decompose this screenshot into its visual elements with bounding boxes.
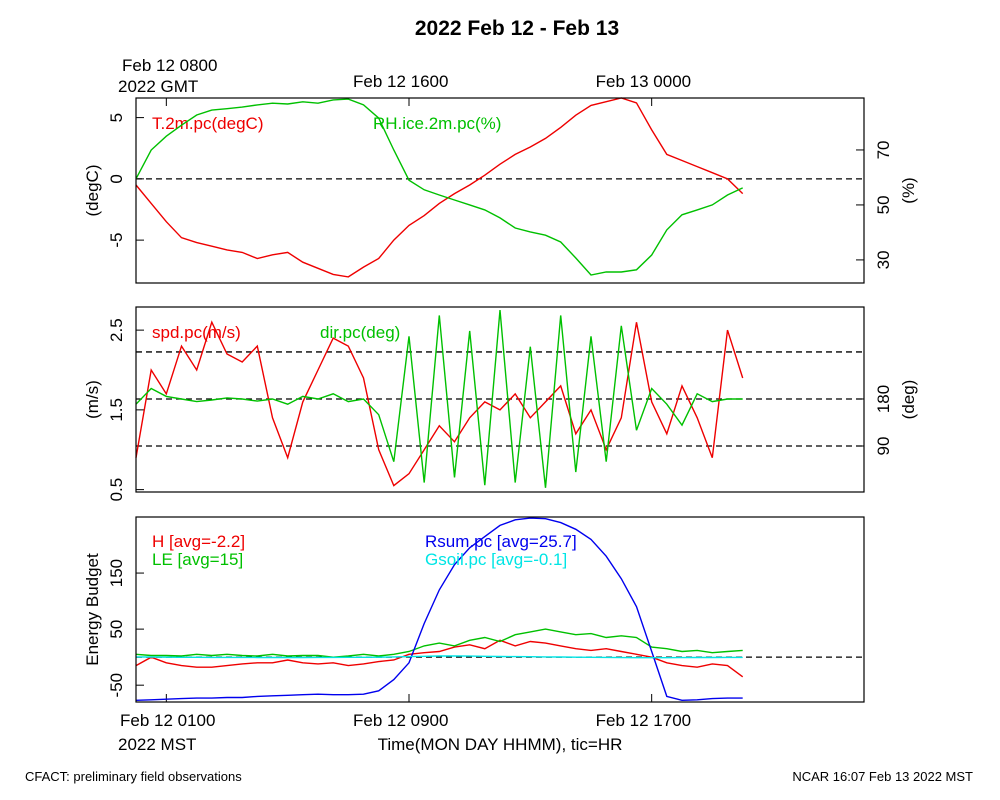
series-line: [135, 310, 743, 488]
y-axis-label: (degC): [83, 165, 102, 217]
y2-tick-label: 50: [874, 195, 893, 214]
legend-label: Gsoil.pc [avg=-0.1]: [425, 550, 567, 569]
figure-title: 2022 Feb 12 - Feb 13: [415, 17, 619, 40]
y2-axis-label: (deg): [899, 380, 918, 420]
y-tick-label: 0: [107, 174, 126, 183]
y-tick-label: -5: [107, 233, 126, 248]
y2-tick-label: 30: [874, 250, 893, 269]
x2-sublabel: 2022 GMT: [118, 77, 198, 96]
y2-axis-label: (%): [899, 177, 918, 203]
series-line: [135, 97, 744, 278]
series-line: [135, 517, 743, 702]
x-sublabel: 2022 MST: [118, 735, 196, 754]
y-tick-label: 1.5: [107, 398, 126, 422]
legend-label: H [avg=-2.2]: [152, 532, 245, 551]
y-tick-label: 150: [107, 559, 126, 587]
series-line: [135, 628, 743, 658]
series-line: [135, 639, 744, 678]
legend-label: Rsum.pc [avg=25.7]: [425, 532, 577, 551]
x2-tick-label: Feb 13 0000: [596, 72, 691, 91]
y-tick-label: 5: [107, 113, 126, 122]
y-tick-label: 50: [107, 620, 126, 639]
y-tick-label: 2.5: [107, 318, 126, 342]
x-axis-label: Time(MON DAY HHMM), tic=HR: [378, 735, 623, 754]
footer-left: CFACT: preliminary field observations: [25, 769, 242, 784]
y-axis-label: (m/s): [83, 380, 102, 419]
plot-frame: [135, 306, 865, 493]
legend-label: RH.ice.2m.pc(%): [373, 114, 501, 133]
x-tick-label: Feb 12 0100: [120, 711, 215, 730]
footer-right: NCAR 16:07 Feb 13 2022 MST: [792, 769, 973, 784]
x2-tick-label: Feb 12 0800: [122, 56, 217, 75]
x-tick-label: Feb 12 1700: [596, 711, 691, 730]
legend-label: dir.pc(deg): [320, 323, 400, 342]
y-tick-label: -50: [107, 673, 126, 698]
plot-frame: [135, 97, 865, 284]
y-axis-label: Energy Budget: [83, 553, 102, 666]
x2-tick-label: Feb 12 1600: [353, 72, 448, 91]
y-tick-label: 0.5: [107, 478, 126, 502]
legend-label: T.2m.pc(degC): [152, 114, 263, 133]
series-line: [135, 320, 744, 487]
plot-frame: [135, 516, 865, 703]
y2-tick-label: 70: [874, 140, 893, 159]
y2-tick-label: 90: [874, 437, 893, 456]
x-tick-label: Feb 12 0900: [353, 711, 448, 730]
legend-label: LE [avg=15]: [152, 550, 243, 569]
y2-tick-label: 180: [874, 385, 893, 413]
series-line: [135, 655, 743, 659]
legend-label: spd.pc(m/s): [152, 323, 241, 342]
series-line: [135, 98, 743, 276]
